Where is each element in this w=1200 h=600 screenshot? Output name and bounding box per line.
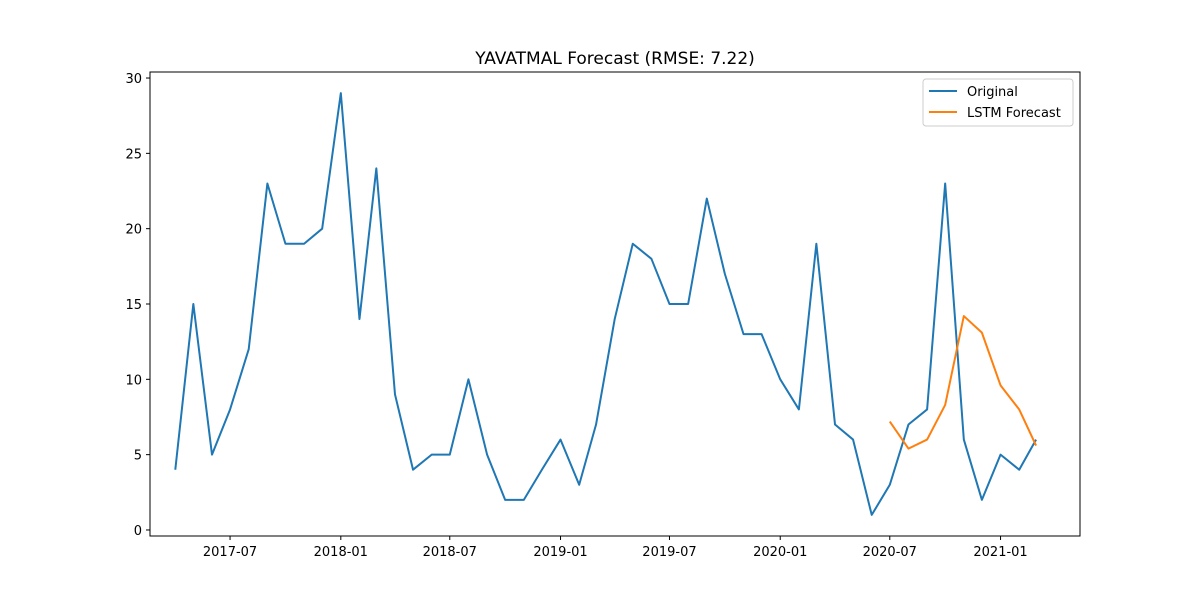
x-tick-label: 2021-01 — [973, 545, 1027, 560]
y-tick-label: 10 — [125, 373, 142, 388]
y-tick-label: 5 — [134, 449, 142, 464]
legend: Original LSTM Forecast — [922, 78, 1074, 127]
legend-box — [922, 78, 1074, 127]
x-tick-label: 2020-07 — [863, 545, 917, 560]
y-tick-label: 25 — [125, 147, 142, 162]
y-tick-label: 20 — [125, 223, 142, 238]
plot-area: 0 5 10 15 20 25 30 2017-07 2018-01 2018-07 2019-01… — [125, 72, 1037, 560]
y-tick-label: 15 — [125, 298, 142, 313]
x-tick-label: 2020-01 — [753, 545, 807, 560]
legend-label: Original — [967, 85, 1018, 100]
x-tick-label: 2019-01 — [533, 545, 587, 560]
x-tick-label: 2018-01 — [314, 545, 368, 560]
legend-label: LSTM Forecast — [967, 106, 1061, 121]
y-tick-label: 0 — [134, 524, 142, 539]
x-tick-label: 2018-07 — [423, 545, 477, 560]
chart-title: YAVATMAL Forecast (RMSE: 7.22) — [474, 49, 755, 69]
axes-frame — [149, 71, 1081, 537]
x-tick-label: 2017-07 — [203, 545, 257, 560]
series-line-lstm-forecast — [888, 315, 1037, 450]
y-tick-label: 30 — [125, 72, 142, 87]
x-tick-label: 2019-07 — [642, 545, 696, 560]
series-line-original — [174, 92, 1037, 516]
